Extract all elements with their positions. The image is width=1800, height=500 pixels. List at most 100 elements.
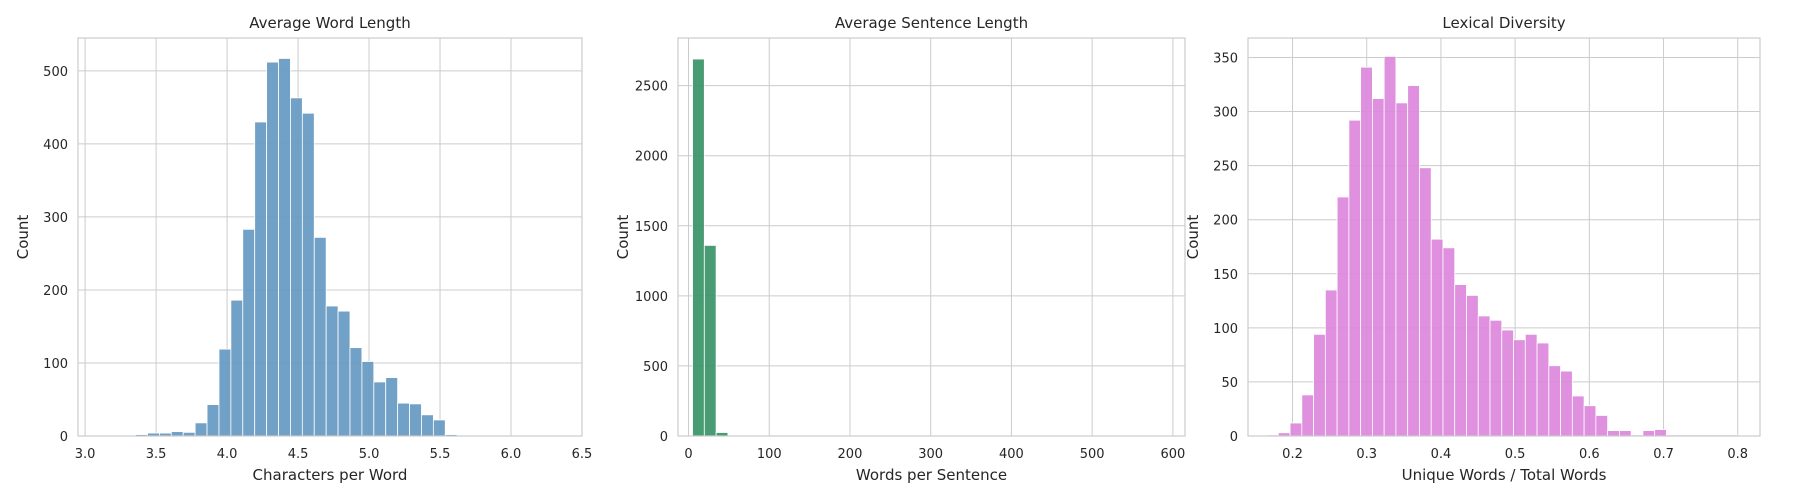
x-tick-label: 6.0 xyxy=(501,447,522,462)
x-tick-label: 0.8 xyxy=(1727,447,1748,462)
histogram-bar xyxy=(230,299,244,437)
histogram-bar xyxy=(361,361,375,437)
y-tick-label: 150 xyxy=(1213,268,1238,283)
histogram-bar xyxy=(1442,247,1456,437)
histogram-bar xyxy=(1313,333,1326,437)
y-tick-label: 200 xyxy=(43,284,68,299)
histogram-bar xyxy=(1489,319,1503,437)
y-tick-label: 500 xyxy=(643,360,668,375)
y-tick-label: 350 xyxy=(1213,51,1238,66)
y-tick-label: 200 xyxy=(1213,214,1238,229)
histogram-bar xyxy=(421,414,434,437)
y-tick-label: 1500 xyxy=(635,220,668,235)
histogram-bar xyxy=(1430,238,1444,437)
x-tick-label: 0.2 xyxy=(1282,447,1303,462)
x-tick-label: 0.5 xyxy=(1505,447,1526,462)
x-axis-label: Words per Sentence xyxy=(856,466,1007,484)
histogram-bar xyxy=(254,121,268,437)
x-tick-label: 4.5 xyxy=(288,447,309,462)
x-tick-label: 200 xyxy=(838,447,863,462)
histogram-bar xyxy=(1407,85,1420,437)
y-tick-label: 300 xyxy=(43,211,68,226)
y-tick-label: 0 xyxy=(60,430,68,445)
histogram-bar xyxy=(409,403,422,437)
histogram-bar xyxy=(1383,55,1397,437)
histogram-bar xyxy=(373,381,387,437)
chart-title: Lexical Diversity xyxy=(1442,14,1565,32)
x-tick-label: 3.5 xyxy=(146,447,167,462)
histogram-bar xyxy=(1419,167,1432,437)
histogram-bar xyxy=(1642,430,1656,437)
plot-frame xyxy=(77,37,583,437)
histogram-bar xyxy=(218,348,232,437)
x-axis-label: Characters per Word xyxy=(253,466,408,484)
histogram-bar xyxy=(1501,329,1514,437)
y-tick-label: 100 xyxy=(43,357,68,372)
histogram-bar xyxy=(349,347,363,437)
x-tick-label: 4.0 xyxy=(217,447,238,462)
x-tick-label: 100 xyxy=(757,447,782,462)
y-axis-label: Count xyxy=(14,215,32,260)
histogram-bar xyxy=(1372,98,1385,437)
x-tick-label: 0.4 xyxy=(1431,447,1452,462)
histogram-bar xyxy=(1654,429,1667,437)
chart-title: Average Word Length xyxy=(249,14,410,32)
x-axis-label: Unique Words / Total Words xyxy=(1402,466,1607,484)
histogram-bar xyxy=(692,58,705,437)
x-tick-label: 500 xyxy=(1080,447,1105,462)
histogram-bar xyxy=(313,236,327,437)
y-axis-label: Count xyxy=(1184,215,1202,260)
histogram-bar xyxy=(1289,422,1303,437)
histogram-bar xyxy=(1324,289,1338,437)
histogram-bar xyxy=(206,404,220,437)
histogram-bar xyxy=(266,61,279,437)
chart-panel-3: 0.2 0.3 0.4 0.5 0.6 0.7 0.8 0 50 100 150 200 250 300 3… xyxy=(1184,14,1761,484)
histogram-bar xyxy=(1513,339,1526,437)
y-tick-label: 250 xyxy=(1213,160,1238,175)
histogram-bar xyxy=(278,58,291,437)
histogram-bar xyxy=(397,402,410,437)
x-tick-label: 5.5 xyxy=(430,447,451,462)
histogram-bar xyxy=(1571,395,1585,437)
y-tick-label: 100 xyxy=(1213,322,1238,337)
histogram-bar xyxy=(242,228,256,437)
chart-panel-1: 3.0 3.5 4.0 4.5 5.0 5.5 6.0 6.5 0 100 200 300 400 500… xyxy=(14,14,592,484)
histogram-bar xyxy=(385,377,399,437)
histogram-bar xyxy=(1454,284,1467,437)
histogram-bar xyxy=(1301,394,1314,437)
histogram-bar xyxy=(1524,333,1538,437)
y-tick-label: 400 xyxy=(43,138,68,153)
histogram-bar xyxy=(170,431,184,437)
histogram-bar xyxy=(325,305,339,437)
histogram-bar xyxy=(301,112,315,437)
histogram-bar xyxy=(1360,66,1373,437)
histogram-bar xyxy=(1395,102,1409,437)
histogram-bar xyxy=(1618,430,1632,437)
x-tick-label: 5.0 xyxy=(359,447,380,462)
x-tick-label: 0.7 xyxy=(1653,447,1674,462)
histogram-bar xyxy=(337,310,351,437)
y-axis-label: Count xyxy=(614,215,632,260)
histogram-bar xyxy=(194,422,208,437)
y-tick-label: 0 xyxy=(660,430,668,445)
chart-panel-2: 0 100 200 300 400 500 600 0 500 1000 1500 2000 2500 A… xyxy=(614,14,1186,484)
y-tick-label: 50 xyxy=(1221,376,1238,391)
plot-frame xyxy=(677,37,1186,437)
histogram-bar xyxy=(1583,405,1597,437)
histogram-bar xyxy=(703,245,717,437)
histogram-bar xyxy=(1348,119,1362,437)
x-tick-label: 6.5 xyxy=(572,447,593,462)
x-tick-label: 300 xyxy=(918,447,943,462)
x-tick-label: 400 xyxy=(999,447,1024,462)
histogram-bar xyxy=(1536,342,1550,437)
histogram-bar xyxy=(290,97,303,437)
histogram-bar xyxy=(1560,370,1573,437)
plot-frame xyxy=(1247,37,1761,437)
histogram-bar xyxy=(1548,365,1561,437)
histogram-bar xyxy=(1477,315,1491,437)
histogram-bar xyxy=(432,419,446,437)
y-tick-label: 2000 xyxy=(635,150,668,165)
y-tick-label: 300 xyxy=(1213,106,1238,121)
chart-title: Average Sentence Length xyxy=(835,14,1028,32)
